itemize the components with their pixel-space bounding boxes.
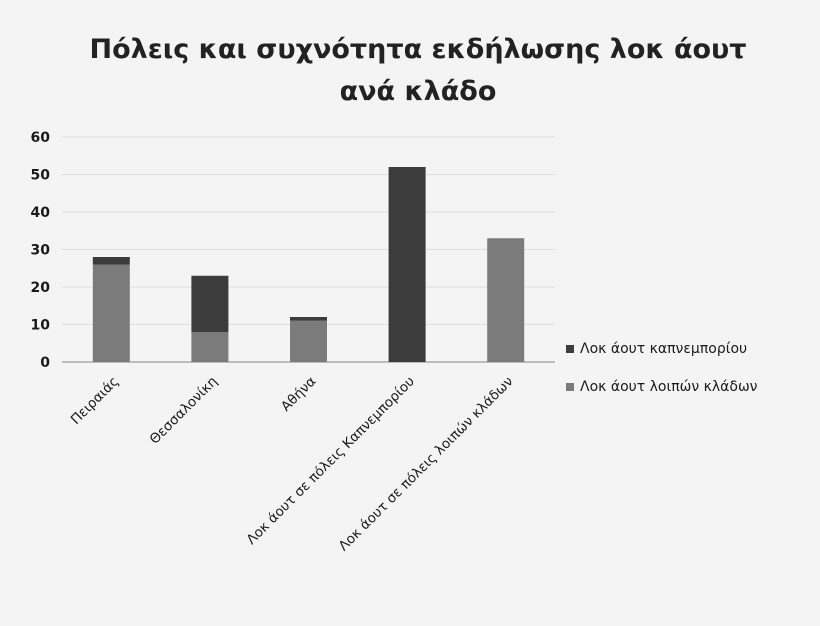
bar-segment (487, 238, 525, 362)
legend-entry: Λοκ άουτ καπνεμπορίου (580, 341, 747, 357)
x-tick-label: Λοκ άουτ σε πόλεις Καπνεμπορίου (244, 373, 419, 548)
gridlines (62, 136, 555, 325)
x-tick-label: Θεσσαλονίκη (147, 374, 221, 448)
legend-entry: Λοκ άουτ λοιπών κλάδων (580, 379, 758, 395)
legend-swatch (566, 345, 574, 353)
bar-segment (92, 264, 130, 362)
bar-segment (290, 320, 327, 362)
y-axis-ticks: 0 10 20 30 40 50 60 (31, 130, 51, 371)
y-tick-label: 10 (31, 318, 51, 334)
x-tick-label: Πειραιάς (68, 374, 122, 428)
legend: Λοκ άουτ καπνεμπορίου Λοκ άουτ λοιπών κλά… (566, 341, 758, 395)
chart-title-line-1: Πόλεις και συχνότητα εκδήλωσης λοκ άουτ (89, 34, 746, 65)
bar-segment (92, 257, 130, 265)
bar-segment (191, 275, 229, 332)
y-tick-label: 50 (31, 168, 51, 184)
y-tick-label: 30 (31, 243, 51, 259)
y-tick-label: 0 (40, 355, 50, 371)
bars (92, 167, 525, 362)
bar-segment (191, 332, 229, 362)
bar-segment (388, 167, 426, 362)
chart-title-line-2: ανά κλάδο (340, 76, 497, 107)
y-tick-label: 20 (31, 280, 51, 296)
bar-segment (290, 317, 327, 321)
x-tick-label: Λοκ άουτ σε πόλεις λοιπών κλάδων (336, 374, 517, 555)
legend-swatch (566, 383, 574, 391)
y-tick-label: 40 (31, 205, 51, 221)
y-tick-label: 60 (31, 130, 51, 146)
x-tick-label: Αθήνα (278, 373, 319, 414)
